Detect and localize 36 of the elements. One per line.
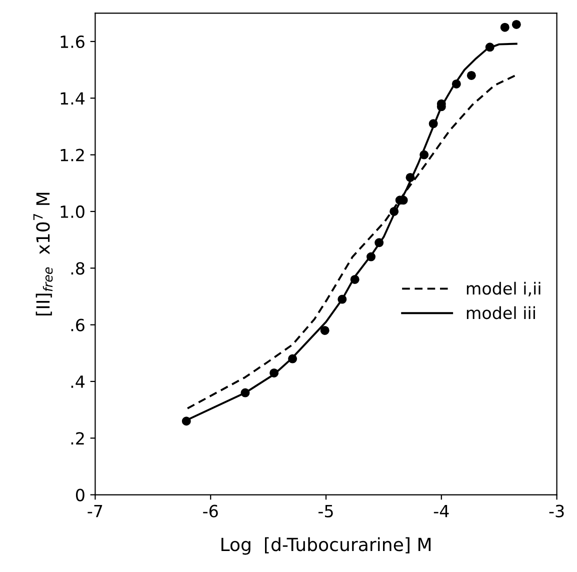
- y-tick-label: 1.0: [60, 205, 84, 218]
- y-tick-label: .2: [71, 432, 84, 444]
- x-tick-label: -6: [203, 504, 218, 518]
- x-tick-label: -3: [549, 504, 564, 518]
- point: [350, 274, 360, 284]
- y-tick-label: .6: [71, 318, 84, 332]
- y-tick-label: 1.2: [60, 148, 84, 162]
- point: [338, 294, 347, 304]
- point: [466, 70, 476, 80]
- x-tick-label: -5: [318, 505, 333, 518]
- point: [420, 150, 429, 160]
- point: [500, 22, 510, 32]
- point: [390, 206, 399, 216]
- legend-label: model i,ii: [466, 282, 540, 296]
- y-axis-title: [II]$_{free}$ x10$^{7}$ M: [33, 192, 53, 316]
- point: [366, 252, 376, 262]
- y-tick-label: 1.4: [60, 92, 85, 104]
- point: [320, 326, 330, 335]
- point: [288, 354, 298, 364]
- point: [270, 368, 279, 378]
- legend-label: model iii: [466, 306, 535, 320]
- x-tick-label: -7: [88, 505, 102, 518]
- point: [428, 119, 438, 128]
- point: [485, 42, 494, 52]
- point: [406, 172, 415, 182]
- x-axis-title: Log [d-Tubocurarine] M: [221, 537, 431, 555]
- point: [240, 388, 250, 398]
- point: [452, 79, 461, 88]
- point: [182, 416, 191, 426]
- point: [512, 20, 521, 29]
- y-tick-label: .4: [71, 376, 85, 388]
- y-tick-label: 0: [76, 488, 84, 502]
- point: [374, 238, 384, 248]
- x-tick-label: -4: [434, 505, 449, 518]
- y-tick-label: .8: [71, 262, 84, 275]
- y-tick-label: 1.6: [60, 35, 84, 48]
